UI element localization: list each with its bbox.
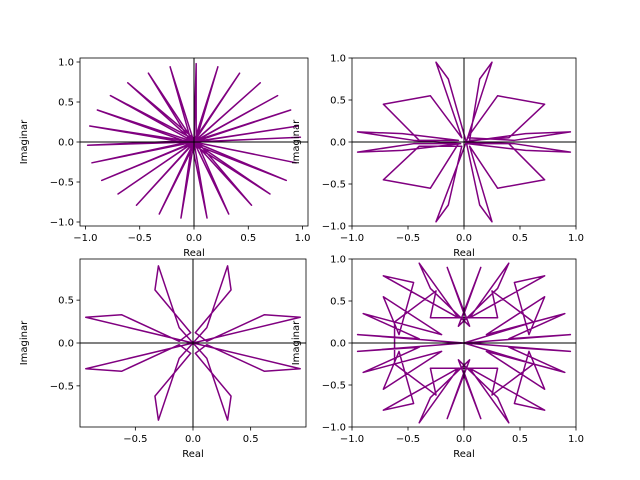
- x-axis-label: Real: [453, 248, 475, 259]
- x-tick-label: 0.5: [512, 233, 528, 244]
- x-tick-label: −0.5: [396, 434, 420, 445]
- y-tick-label: 0.0: [58, 138, 74, 149]
- x-tick-label: 1.0: [295, 233, 311, 244]
- x-tick-label: −1.0: [340, 233, 364, 244]
- subplot-1: −1.0 −0.5 0.0 0.5 1.0 −1.0 −0.5 0.0 0.5 1.0 Real Im…: [19, 58, 311, 260]
- subplot-4: −1.0 −0.5 0.0 0.5 1.0 −1.0 −0.5 0.0 0.5 1.0 Real Im…: [291, 255, 584, 461]
- y-tick-label: −1.0: [50, 218, 74, 229]
- x-axis-label: Real: [182, 449, 204, 460]
- subplot-3: −0.5 0.0 0.5 −0.5 0.0 0.5 Real Imaginar: [19, 258, 307, 460]
- x-tick-label: −1.0: [73, 233, 97, 244]
- y-tick-label: −1.0: [322, 222, 346, 233]
- y-tick-label: −0.5: [50, 381, 74, 392]
- x-axis-label: Real: [453, 449, 475, 460]
- y-tick-label: 0.5: [330, 297, 346, 308]
- subplot-2: −1.0 −0.5 0.0 0.5 1.0 −1.0 −0.5 0.0 0.5 1.0 Real Im…: [291, 54, 584, 260]
- y-tick-label: 1.0: [330, 255, 346, 266]
- y-tick-label: −0.5: [50, 178, 74, 189]
- x-tick-label: −0.5: [128, 233, 152, 244]
- series-line-1: [86, 62, 302, 219]
- y-tick-label: −1.0: [322, 423, 346, 434]
- y-axis-label: Imaginar: [291, 320, 302, 365]
- x-tick-label: 0.5: [512, 434, 528, 445]
- y-tick-label: 0.0: [58, 339, 74, 350]
- y-tick-label: 0.0: [330, 339, 346, 350]
- x-tick-label: −0.5: [396, 233, 420, 244]
- x-tick-label: −1.0: [340, 434, 364, 445]
- x-tick-label: 1.0: [568, 434, 584, 445]
- y-tick-label: 0.5: [58, 98, 74, 109]
- x-tick-label: 0.0: [456, 233, 472, 244]
- x-tick-label: 0.5: [243, 434, 259, 445]
- x-tick-label: 0.0: [456, 434, 472, 445]
- x-tick-label: 1.0: [568, 233, 584, 244]
- x-tick-label: 0.0: [185, 434, 201, 445]
- y-tick-label: 0.5: [58, 296, 74, 307]
- y-axis-label: Imaginar: [19, 119, 30, 164]
- y-axis-label: Imaginar: [19, 320, 30, 365]
- series-line-1: [356, 61, 572, 223]
- y-tick-label: −0.5: [322, 381, 346, 392]
- x-tick-label: −0.5: [123, 434, 147, 445]
- x-tick-label: 0.5: [240, 233, 256, 244]
- y-tick-label: 0.5: [330, 96, 346, 107]
- y-tick-label: 1.0: [330, 54, 346, 65]
- y-axis-label: Imaginar: [291, 119, 302, 164]
- y-tick-label: 1.0: [58, 58, 74, 69]
- y-tick-label: −0.5: [322, 180, 346, 191]
- x-axis-label: Real: [183, 248, 205, 259]
- y-tick-label: 0.0: [330, 138, 346, 149]
- series-line-1: [356, 262, 572, 424]
- x-tick-label: 0.0: [186, 233, 202, 244]
